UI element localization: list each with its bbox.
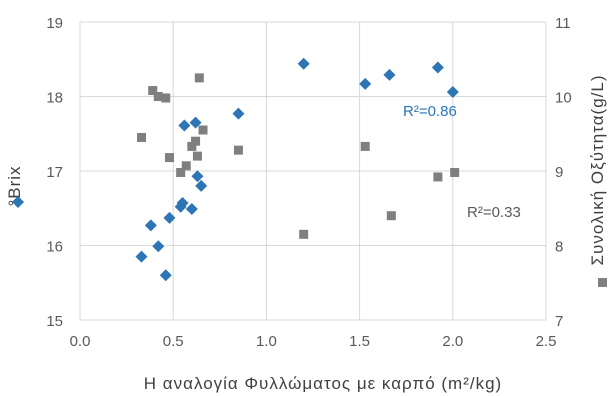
brix-point — [176, 197, 189, 210]
brix-point — [144, 219, 157, 232]
left-tick-label: 16 — [46, 239, 63, 256]
right-tick-label: 11 — [555, 15, 571, 32]
acidity-point — [450, 167, 460, 177]
brix-point — [232, 107, 245, 120]
right-tick-label: 8 — [555, 239, 563, 256]
brix-point — [178, 119, 191, 132]
acidity-point — [137, 132, 147, 142]
acidity-point — [164, 153, 174, 163]
gridlines — [79, 21, 547, 321]
brix-point — [195, 179, 208, 192]
brix-point — [191, 170, 204, 183]
acidity-point — [198, 125, 208, 135]
right-tick-label: 7 — [555, 313, 563, 330]
x-tick-label: 2.5 — [536, 333, 557, 350]
brix-point — [383, 68, 396, 81]
x-tick-label: 0.5 — [163, 333, 184, 350]
r2-label-brix: R²=0.86 — [403, 103, 457, 120]
acidity-point — [433, 172, 443, 182]
left-tick-label: 17 — [46, 164, 63, 181]
x-tick-label: 1.0 — [256, 333, 277, 350]
acidity-point — [299, 229, 309, 239]
brix-point — [135, 250, 148, 263]
right-tick-label: 9 — [555, 164, 563, 181]
acidity-point — [181, 161, 191, 171]
brix-legend-diamond-icon — [12, 196, 24, 208]
x-tick-label: 2.0 — [442, 333, 463, 350]
x-axis-title: Η αναλογία Φυλλώματος με καρπό (m²/kg) — [144, 374, 502, 393]
acidity-point — [161, 93, 171, 103]
acidity-point — [194, 73, 204, 83]
x-tick-label: 1.5 — [349, 333, 370, 350]
acidity-legend-square-icon — [598, 278, 607, 287]
acidity-point — [192, 151, 202, 161]
acidity-point — [233, 145, 243, 155]
data-points — [135, 57, 460, 282]
right-tick-label: 10 — [555, 90, 572, 107]
acidity-point — [153, 92, 163, 101]
acidity-point — [148, 86, 158, 96]
right-axis-title: Συνολική Οξύτητα(g/L) — [588, 75, 607, 266]
brix-point — [163, 211, 176, 224]
acidity-point — [360, 141, 370, 151]
acidity-point — [187, 141, 197, 151]
brix-point — [431, 61, 444, 74]
left-tick-label: 15 — [46, 313, 63, 330]
r2-label-acidity: R²=0.33 — [467, 204, 521, 221]
brix-point — [297, 57, 310, 70]
left-axis-ticks: 15 16 17 18 19 — [46, 15, 63, 330]
brix-point — [152, 240, 165, 253]
x-axis-ticks: 0.0 0.5 1.0 1.5 2.0 2.5 — [70, 333, 557, 350]
brix-point — [185, 202, 198, 215]
acidity-point — [176, 167, 186, 177]
right-axis-ticks: 7 8 9 10 11 — [555, 15, 572, 330]
left-tick-label: 18 — [46, 90, 63, 107]
x-tick-label: 0.0 — [70, 333, 91, 350]
brix-point — [159, 269, 172, 282]
left-axis-title: °Brix — [5, 165, 24, 206]
brix-point — [359, 77, 372, 90]
left-tick-label: 19 — [46, 15, 63, 32]
brix-point — [446, 86, 459, 99]
acidity-point — [191, 136, 201, 146]
acidity-point — [386, 211, 396, 221]
